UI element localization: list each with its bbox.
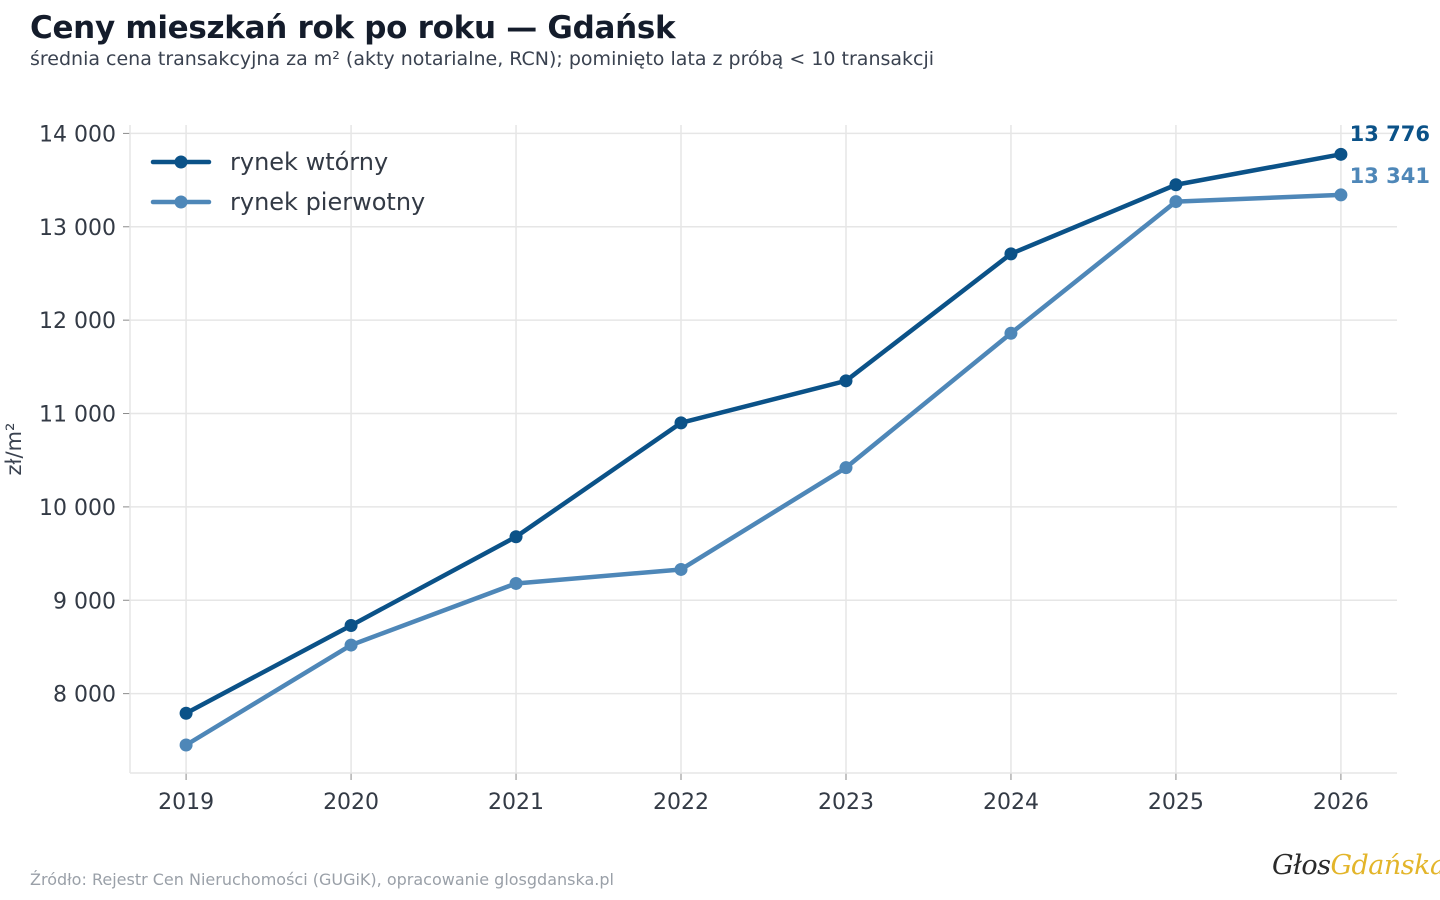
series-line-primary-market (183, 192, 1344, 748)
series-lines (179, 147, 1348, 752)
x-tick-label: 2019 (158, 790, 214, 815)
data-point (509, 530, 523, 544)
logo-part-1: Głos (1272, 850, 1331, 881)
chart-subtitle: średnia cena transakcyjna za m² (akty no… (30, 48, 935, 70)
axes: 8 000 9 000 10 000 11 000 12 000 13 000 14 000… (2, 122, 1397, 815)
y-tick-label: 12 000 (39, 309, 116, 334)
legend-swatch-marker (174, 155, 188, 169)
x-tick-label: 2026 (1313, 790, 1369, 815)
data-point (179, 706, 193, 720)
data-point (1334, 147, 1348, 161)
data-point (1334, 188, 1348, 202)
data-point (344, 638, 358, 652)
data-point (839, 461, 853, 475)
y-tick-label: 8 000 (53, 683, 116, 708)
y-tick-label: 13 000 (39, 216, 116, 241)
y-axis-label: zł/m² (2, 423, 26, 476)
x-tick-label: 2022 (653, 790, 709, 815)
end-value-label: 13 341 (1350, 164, 1430, 188)
y-tick-label: 14 000 (39, 122, 116, 147)
source-note: Źródło: Rejestr Cen Nieruchomości (GUGiK… (30, 870, 614, 889)
end-value-label: 13 776 (1350, 122, 1430, 146)
grid-lines (130, 125, 1397, 773)
data-point (344, 618, 358, 632)
legend-label: rynek pierwotny (230, 188, 425, 216)
logo-part-2: Gdańska (1330, 850, 1440, 881)
end-labels: 13 776 13 341 (1350, 122, 1430, 188)
data-point (674, 416, 688, 430)
x-tick-label: 2023 (818, 790, 874, 815)
data-point (1004, 247, 1018, 261)
y-tick-label: 11 000 (39, 403, 116, 428)
data-point (674, 562, 688, 576)
chart-title: Ceny mieszkań rok po roku — Gdańsk (30, 10, 676, 46)
x-tick-label: 2020 (323, 790, 379, 815)
data-point (839, 374, 853, 388)
x-tick-label: 2024 (983, 790, 1039, 815)
data-point (1169, 178, 1183, 192)
series-line-secondary-market (183, 152, 1344, 716)
data-point (1169, 195, 1183, 209)
legend: rynek wtórny rynek pierwotny (150, 148, 425, 216)
y-tick-label: 10 000 (39, 496, 116, 521)
publisher-logo: GłosGdańska (1272, 850, 1440, 881)
legend-swatch-marker (174, 195, 188, 209)
data-point (179, 738, 193, 752)
legend-label: rynek wtórny (230, 148, 388, 176)
data-point (1004, 326, 1018, 340)
data-point (509, 576, 523, 590)
x-tick-label: 2021 (488, 790, 544, 815)
x-tick-label: 2025 (1148, 790, 1204, 815)
y-tick-label: 9 000 (53, 589, 116, 614)
